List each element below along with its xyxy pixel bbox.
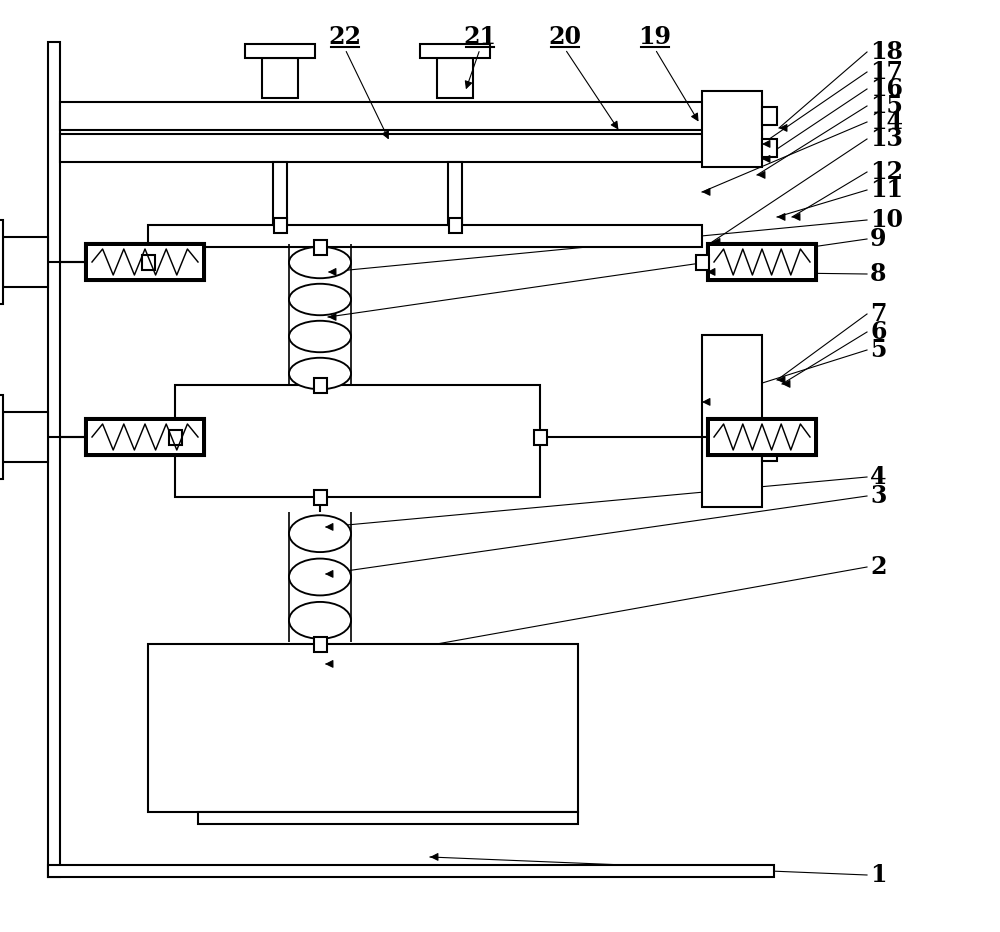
Bar <box>3 237 48 287</box>
Bar <box>314 240 326 254</box>
Bar <box>148 225 702 247</box>
Text: 5: 5 <box>870 338 886 362</box>
Text: 20: 20 <box>548 25 582 49</box>
Bar <box>142 254 154 269</box>
Text: 13: 13 <box>870 127 903 151</box>
Text: 6: 6 <box>870 320 887 344</box>
Bar <box>0 395 3 479</box>
Ellipse shape <box>289 321 351 352</box>
Bar <box>60 134 762 162</box>
Bar <box>168 430 182 445</box>
Bar <box>88 246 202 278</box>
Bar <box>274 217 287 232</box>
Text: 4: 4 <box>870 465 887 489</box>
Text: 18: 18 <box>870 40 903 64</box>
Text: 1: 1 <box>870 863 887 887</box>
Bar <box>702 335 762 507</box>
Bar <box>696 254 708 269</box>
Bar <box>148 644 578 812</box>
Bar <box>314 637 326 651</box>
Text: 3: 3 <box>870 484 886 508</box>
Text: 19: 19 <box>639 25 672 49</box>
Bar <box>762 421 777 461</box>
Bar <box>88 421 202 453</box>
Ellipse shape <box>289 558 351 596</box>
Bar <box>420 44 490 58</box>
Bar <box>448 162 462 225</box>
Text: 15: 15 <box>870 94 903 118</box>
Bar <box>762 139 777 157</box>
Ellipse shape <box>289 247 351 279</box>
Bar <box>85 243 205 281</box>
Bar <box>175 385 540 497</box>
Bar <box>0 220 3 304</box>
Bar <box>245 44 315 58</box>
Bar <box>198 812 578 824</box>
Text: 17: 17 <box>870 60 903 84</box>
Bar <box>710 246 814 278</box>
Bar <box>3 412 48 462</box>
Bar <box>262 58 298 98</box>
Bar <box>314 489 326 504</box>
Text: 7: 7 <box>870 302 887 326</box>
Text: 8: 8 <box>870 262 887 286</box>
Bar <box>60 102 762 130</box>
Ellipse shape <box>289 602 351 638</box>
Bar <box>707 418 817 456</box>
Bar <box>314 377 326 392</box>
Bar <box>710 421 814 453</box>
Bar <box>448 217 462 232</box>
Text: 21: 21 <box>464 25 496 49</box>
Bar <box>702 91 762 167</box>
Text: 2: 2 <box>870 555 887 579</box>
Text: 16: 16 <box>870 77 903 101</box>
Bar <box>85 418 205 456</box>
Bar <box>762 107 777 125</box>
Bar <box>534 430 546 445</box>
Ellipse shape <box>289 358 351 390</box>
Ellipse shape <box>289 283 351 315</box>
Bar <box>437 58 473 98</box>
Text: 22: 22 <box>328 25 362 49</box>
Bar <box>48 42 60 877</box>
Text: 9: 9 <box>870 227 887 251</box>
Bar <box>707 243 817 281</box>
Ellipse shape <box>289 515 351 552</box>
Bar <box>273 162 287 225</box>
Text: 14: 14 <box>870 110 903 134</box>
Text: 12: 12 <box>870 160 903 184</box>
Text: 11: 11 <box>870 178 903 202</box>
Bar <box>48 865 774 877</box>
Text: 10: 10 <box>870 208 903 232</box>
